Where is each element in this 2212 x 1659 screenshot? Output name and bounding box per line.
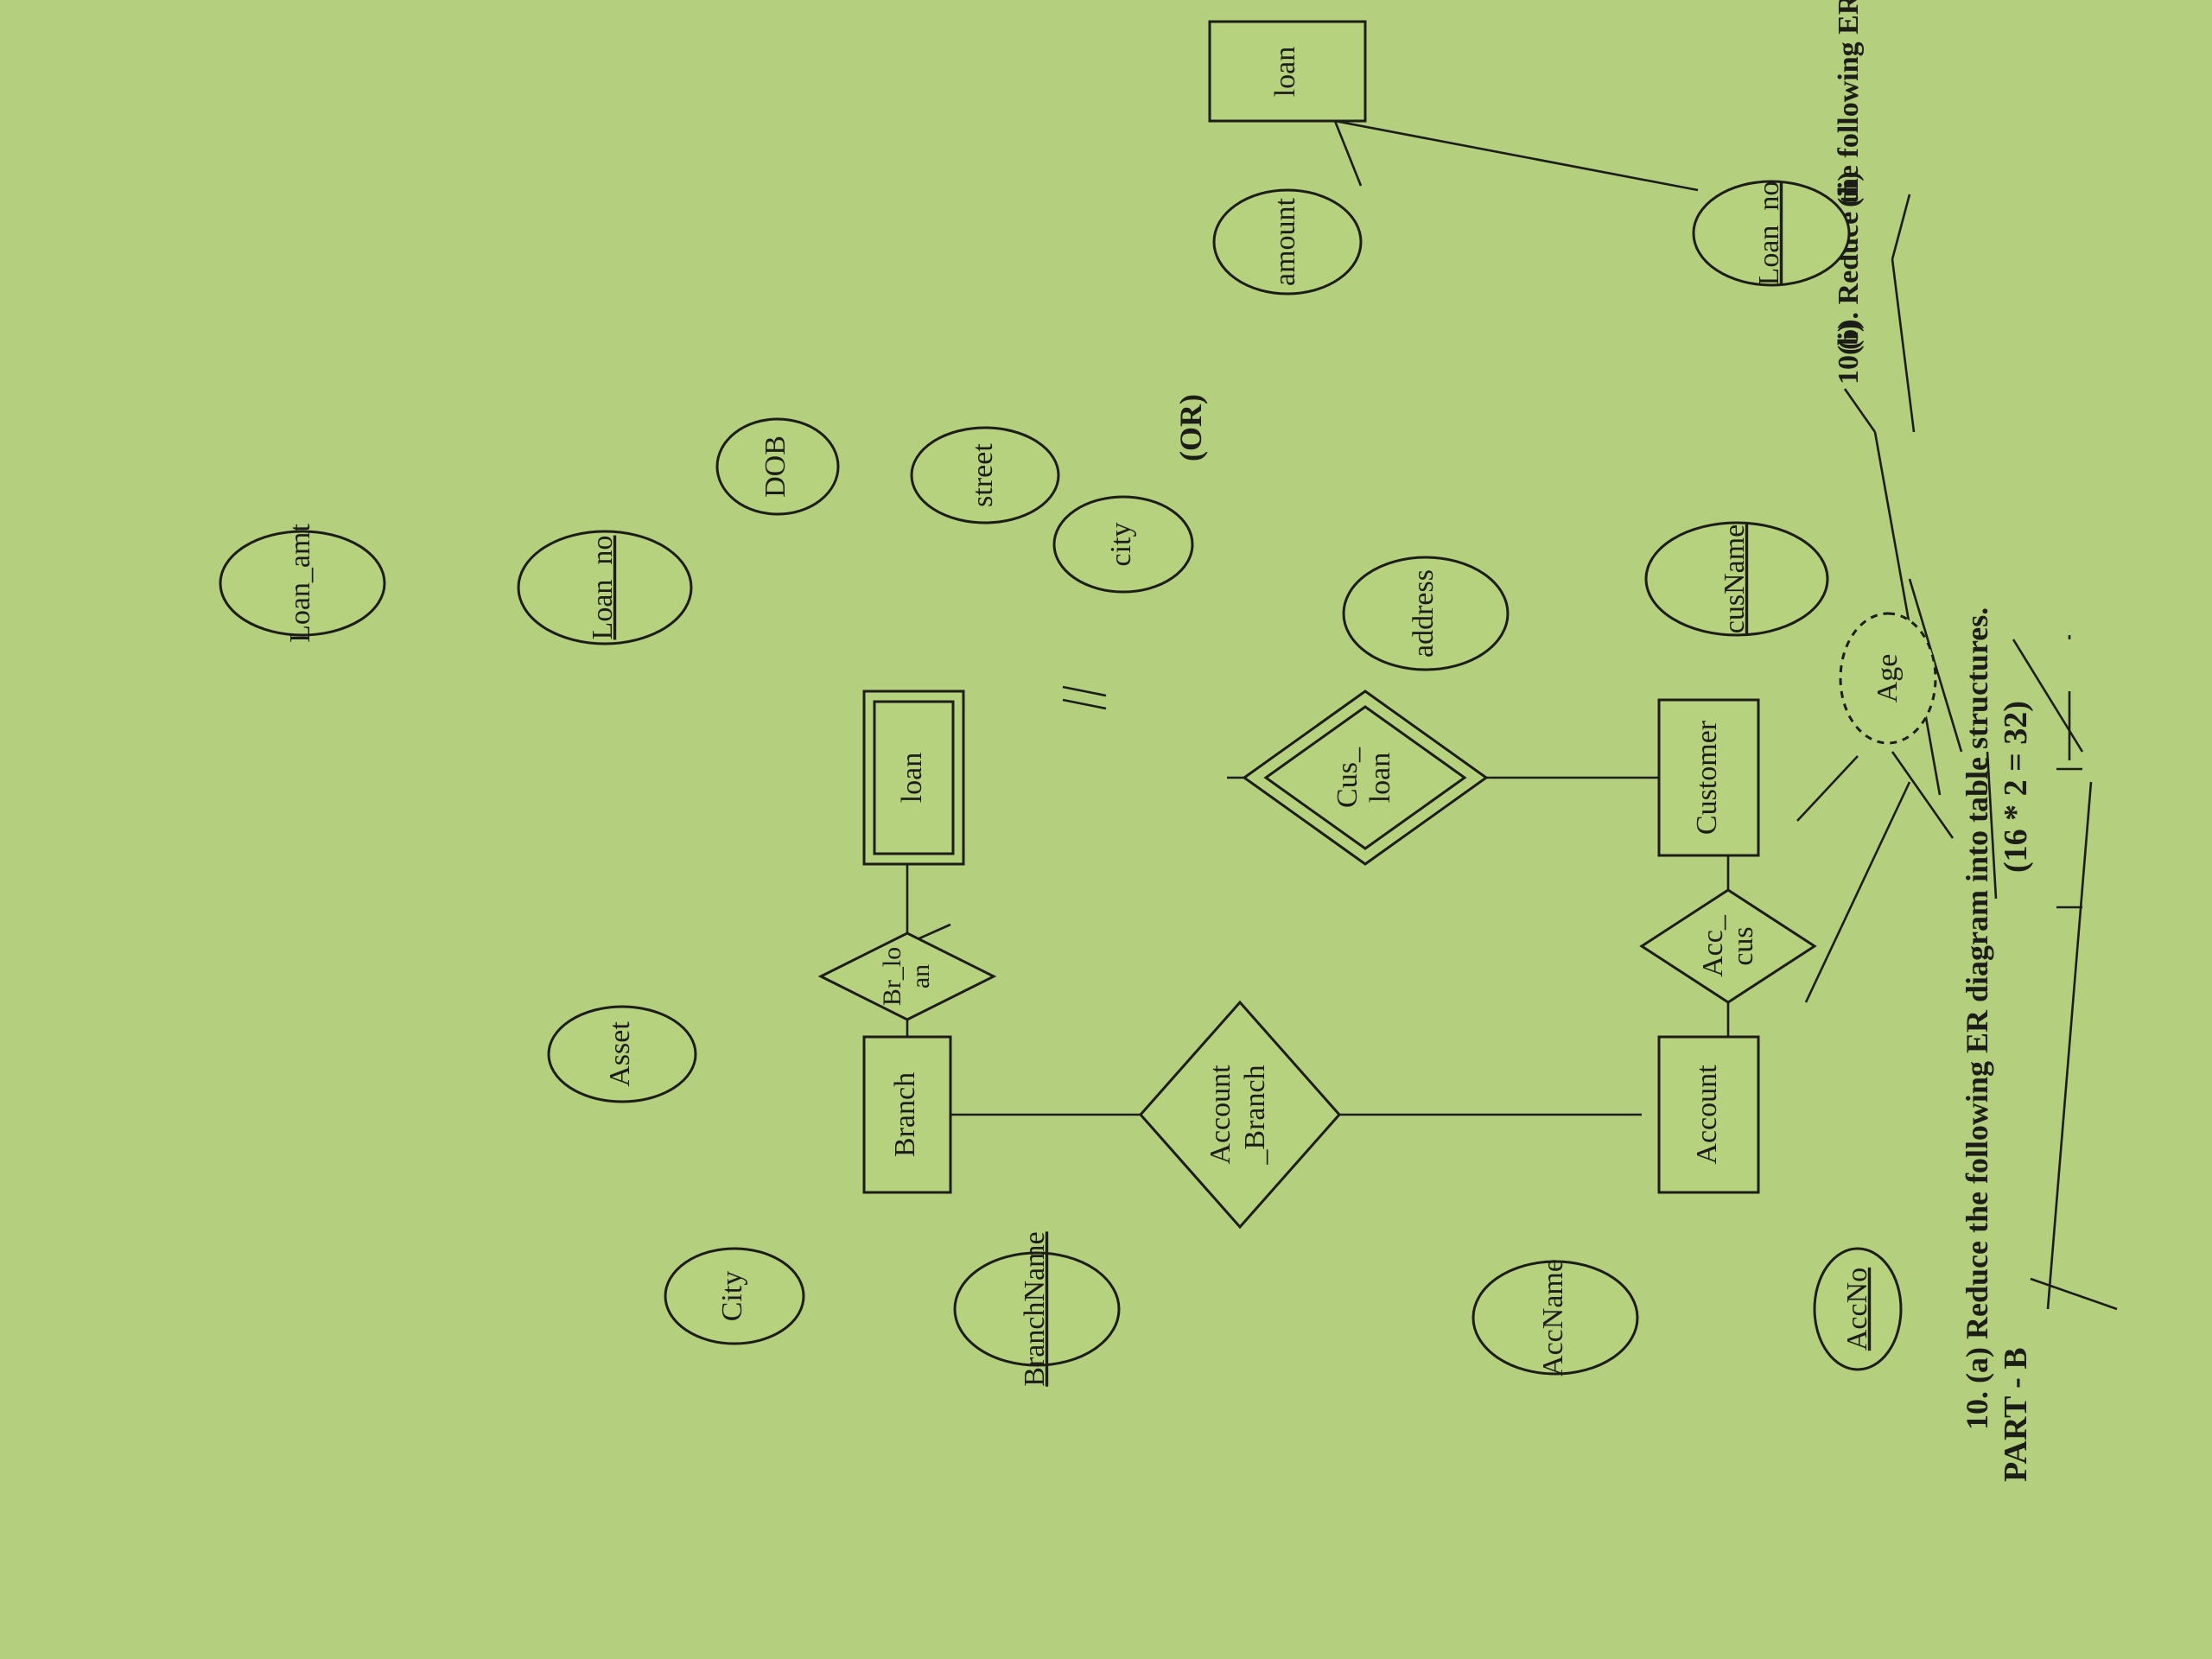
relationship-account-branch-label-2: _Branch [1239,1065,1271,1165]
relationship-cus-loan-inner [1263,705,1467,850]
attribute-b1-loan-no-label: Loan_no [1753,181,1785,286]
attribute-branchname-label: BranchName [1019,1231,1051,1386]
relationship-cus-loan-label-2: loan [1364,753,1396,804]
line [1843,388,1877,433]
line [1804,781,1911,1003]
attribute-accno-label: AccNo [1841,1268,1873,1351]
attribute-age-label: Age [1872,654,1904,703]
attribute-branch-city [664,1247,805,1345]
relationship-account-branch-label-1: Account [1205,1065,1236,1165]
attribute-cusname [1644,521,1829,637]
attribute-asset [547,1005,697,1103]
line [2030,1277,2118,1311]
relationship-cus-loan-label-1: Cus_ [1332,747,1363,808]
entity-b1-loan [1208,20,1367,123]
attribute-accno [1813,1247,1903,1371]
attribute-b1-amount [1212,188,1363,296]
attribute-loan-amt [219,530,386,637]
attribute-dob-label: DOB [760,435,791,498]
attribute-address-label: address [1408,569,1440,658]
attribute-b1-loan-no [1692,180,1851,287]
relationship-br-loan-label-1: Br_lo [878,947,906,1006]
attribute-dob [715,417,840,516]
entity-loan-inner [873,700,955,855]
line [1333,120,1363,187]
line [1891,751,1955,839]
relationship-br-loan-label-2: an [906,964,935,988]
line [1873,431,1942,796]
entity-customer-label: Customer [1691,720,1723,835]
sub-ii-label: (ii) [1833,171,1865,207]
attribute-city [1052,495,1194,594]
entity-loan-label: loan [896,753,928,804]
line [1891,258,1916,433]
line [1062,698,1107,710]
line [1891,194,1911,260]
attribute-branchname [953,1251,1121,1367]
relationship-br-loan [817,931,997,1021]
line [1908,578,1963,753]
attribute-street [910,426,1060,524]
attribute-loan-no-label: Loan_no [587,536,619,640]
attribute-street-label: street [967,443,999,507]
line [1334,119,1699,192]
relationship-acc-cus [1639,888,1817,1004]
line [1986,751,1998,899]
question-b: 10(b). Reduce the following ER diagrams … [1833,0,1865,385]
attribute-asset-label: Asset [604,1021,636,1087]
relationship-acc-cus-label-2: cus [1727,926,1759,965]
attribute-loan-no [517,530,693,645]
part-heading: PART - B [1998,1347,2034,1482]
attribute-city-label: city [1105,523,1137,567]
attribute-branch-city-label: City [716,1271,748,1322]
entity-customer [1657,698,1760,857]
attribute-cusname-label: cusName [1719,524,1751,634]
question-a: 10. (a) Reduce the following ER diagram … [1960,607,1994,1430]
attribute-b1-amount-label: amount [1269,197,1301,286]
attribute-accname [1471,1260,1639,1376]
attribute-address [1342,556,1510,671]
line [1062,685,1107,697]
line [2046,781,2093,1310]
marks-heading: (16 * 2 = 32) [1998,701,2034,873]
or-heading: (OR) [1173,394,1208,461]
relationship-acc-cus-label-1: Acc_ [1697,914,1729,977]
attribute-loan-amt-label: Loan_amt [284,524,316,643]
line [1796,755,1859,822]
attribute-age [1839,612,1937,745]
entity-branch-label: Branch [889,1072,921,1157]
sub-i-label: (i) [1833,322,1865,350]
line [2012,639,2084,753]
entity-account [1657,1035,1760,1194]
entity-account-label: Account [1691,1065,1723,1165]
relationship-account-branch [1138,1000,1342,1230]
attribute-accname-label: AccName [1537,1259,1569,1376]
entity-b1-loan-label: loan [1269,47,1301,98]
